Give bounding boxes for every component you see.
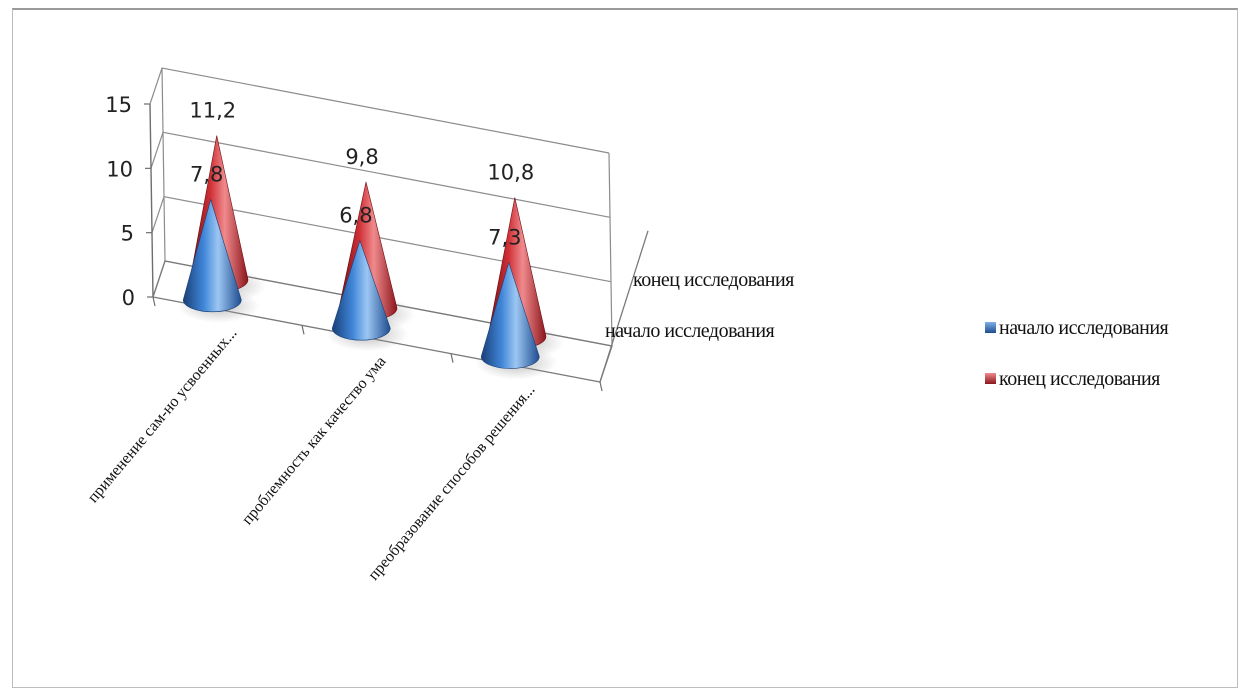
data-label: 10,8 (487, 160, 534, 184)
x-tick-label: проблемность как качество ума (239, 353, 390, 528)
data-label: 7,8 (190, 162, 223, 186)
legend: начало исследования конец исследования (985, 317, 1169, 390)
data-label: 6,8 (339, 204, 372, 228)
y-axis: 0 5 10 15 (105, 93, 153, 310)
data-label: 11,2 (189, 99, 236, 123)
chart-marks: 11,2 9,8 10,8 7,8 6,8 7,3 (177, 99, 564, 380)
data-label: 9,8 (345, 145, 378, 169)
cone-group: 7,3 (475, 226, 558, 380)
data-label: 7,3 (488, 226, 521, 250)
depth-axis-line (599, 230, 649, 383)
cone-group: 6,8 (326, 204, 409, 352)
cone-start (480, 261, 540, 369)
legend-swatch (985, 322, 996, 333)
x-tick (599, 381, 603, 392)
wall-edge (161, 67, 166, 262)
x-tick-label: преобразование способов решения... (365, 381, 539, 583)
cone-group: 7,8 (177, 162, 260, 323)
legend-label: конец исследования (999, 368, 1160, 390)
depth-label: начало исследования (605, 320, 775, 342)
depth-label: конец исследования (633, 269, 794, 291)
y-tick-label: 15 (105, 93, 132, 117)
depth-axis: конец исследования начало исследования (605, 269, 795, 342)
legend-swatch (985, 373, 996, 384)
x-tick (301, 325, 305, 335)
cone-start (182, 198, 242, 313)
y-axis-line (149, 103, 154, 298)
chart-frame (12, 8, 1238, 688)
x-tick (152, 296, 156, 307)
wall-edge (608, 152, 613, 347)
x-tick-label: применение сам-но усвоенных... (85, 325, 241, 506)
cone-start (331, 239, 391, 341)
y-tick-label: 10 (106, 157, 133, 181)
y-tick-label: 5 (121, 222, 134, 246)
y-tick-label: 0 (122, 286, 135, 310)
x-tick (450, 353, 454, 363)
chart-walls (149, 67, 649, 383)
legend-label: начало исследования (999, 317, 1169, 339)
